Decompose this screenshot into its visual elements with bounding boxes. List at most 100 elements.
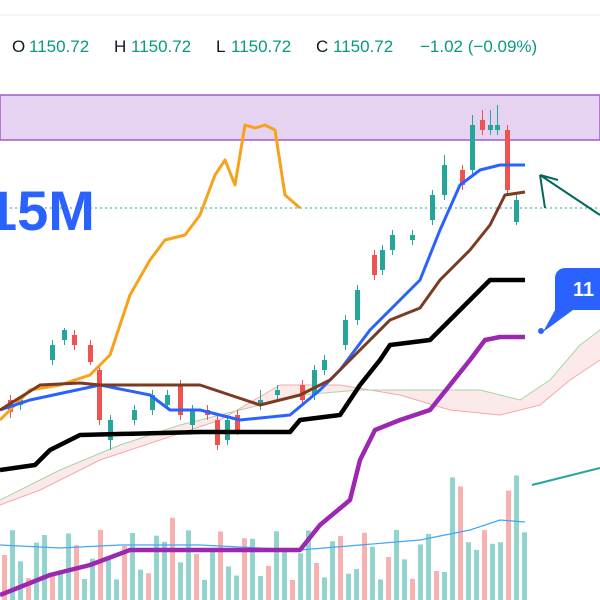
- candle-body: [460, 170, 465, 185]
- candle-body: [150, 395, 155, 410]
- volume: [2, 475, 527, 600]
- candle-body: [312, 370, 317, 395]
- volume-bar: [338, 536, 343, 600]
- volume-bar: [426, 533, 431, 600]
- volume-bar: [394, 530, 399, 600]
- volume-bar: [74, 545, 79, 600]
- volume-bar: [442, 572, 447, 600]
- volume-bar: [522, 532, 527, 600]
- volume-bar: [346, 573, 351, 600]
- volume-bar: [18, 561, 23, 600]
- candle-body: [495, 125, 500, 130]
- ohlc-legend: O 1150.72 H 1150.72 L 1150.72 C 1150.72 …: [12, 37, 537, 56]
- volume-bar: [26, 578, 31, 600]
- candle-body: [390, 235, 395, 250]
- candle-body: [514, 200, 519, 222]
- volume-bar: [514, 475, 519, 600]
- volume-bar: [130, 533, 135, 600]
- candle-body: [165, 395, 170, 405]
- candle-body: [442, 165, 447, 195]
- volume-bar: [410, 578, 415, 600]
- price-badge-shape: [543, 268, 600, 332]
- ichimoku-cloud: [0, 329, 600, 506]
- trend-line: [531, 467, 600, 486]
- candle-body: [235, 415, 240, 430]
- volume-bar: [162, 541, 167, 600]
- volume-bar: [154, 535, 159, 600]
- candle-body: [480, 120, 485, 130]
- volume-bar: [354, 569, 359, 600]
- volume-bar: [482, 530, 487, 600]
- change-value: −1.02 (−0.09%): [420, 37, 537, 56]
- volume-bar: [146, 573, 151, 600]
- volume-bar: [98, 530, 103, 600]
- volume-bar: [314, 563, 319, 600]
- candle-body: [372, 255, 377, 275]
- candle-body: [275, 390, 280, 395]
- volume-bar: [10, 530, 15, 600]
- volume-bar: [274, 531, 279, 600]
- overlay-text: 15M: [0, 179, 95, 242]
- candle-body: [72, 335, 77, 345]
- candle-body: [50, 345, 55, 360]
- volume-bar: [210, 549, 215, 600]
- volume-bar: [202, 579, 207, 600]
- volume-bar: [466, 542, 471, 600]
- candle-body: [88, 345, 93, 362]
- high-label: H: [114, 37, 126, 56]
- candle-body: [343, 320, 348, 345]
- volume-bar: [362, 532, 367, 600]
- candle-body: [355, 290, 360, 320]
- candle-body: [62, 330, 67, 340]
- volume-bar: [178, 562, 183, 600]
- candle-body: [132, 410, 137, 420]
- candle-body: [322, 360, 327, 370]
- volume-bar: [370, 546, 375, 600]
- volume-bar: [186, 530, 191, 600]
- cloud-edge: [0, 359, 600, 506]
- volume-bar: [122, 546, 127, 600]
- volume-bar: [138, 569, 143, 600]
- volume-bar: [378, 579, 383, 600]
- volume-bar: [194, 553, 199, 600]
- price-badge: 11: [573, 279, 594, 301]
- candle-body: [430, 195, 435, 220]
- volume-bar: [2, 555, 7, 600]
- high-value: 1150.72: [131, 37, 191, 56]
- volume-bar: [50, 572, 55, 600]
- purple-line: [0, 334, 525, 598]
- candle-body: [470, 125, 475, 170]
- volume-bar: [330, 541, 335, 600]
- volume-bar: [386, 557, 391, 600]
- volume-bar: [258, 575, 263, 600]
- low-label: L: [216, 37, 225, 56]
- volume-bar: [90, 558, 95, 600]
- volume-bar: [242, 538, 247, 600]
- close-label: C: [316, 37, 328, 56]
- volume-bar: [58, 570, 63, 600]
- volume-bar: [290, 579, 295, 600]
- volume-bar: [234, 575, 239, 600]
- volume-bar: [322, 577, 327, 600]
- volume-bar: [490, 543, 495, 600]
- volume-bar: [282, 550, 287, 600]
- volume-bar: [42, 535, 47, 600]
- candle-body: [178, 385, 183, 415]
- volume-ma: [0, 519, 526, 551]
- volume-bar: [506, 490, 511, 600]
- orange-line: [0, 123, 301, 422]
- volume-bar: [250, 538, 255, 600]
- brown-line: [0, 190, 526, 412]
- candle-body: [258, 400, 263, 405]
- volume-bar: [66, 533, 71, 600]
- volume-bar: [498, 542, 503, 600]
- low-value: 1150.72: [231, 37, 291, 56]
- candle-body: [488, 125, 493, 130]
- volume-bar: [34, 542, 39, 600]
- volume-bar: [474, 549, 479, 600]
- candle-body: [108, 420, 113, 440]
- black-line: [0, 277, 525, 473]
- open-value: 1150.72: [29, 37, 89, 56]
- volume-bar: [306, 530, 311, 600]
